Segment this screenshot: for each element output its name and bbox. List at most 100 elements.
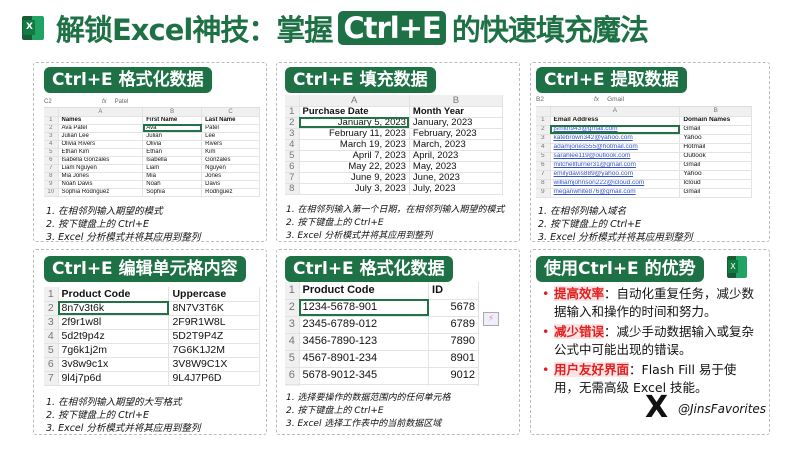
row-number[interactable]: 2	[285, 117, 300, 129]
row-number[interactable]: 2	[536, 125, 551, 135]
column-header[interactable]: B	[679, 107, 752, 117]
cell[interactable]: Yahoo	[679, 170, 752, 180]
cell[interactable]: March, 2023	[409, 139, 503, 151]
cell[interactable]: Sophia Rodriguez	[58, 188, 144, 197]
header-cell[interactable]: Month Year	[409, 106, 503, 118]
cell[interactable]: Julian	[142, 132, 203, 141]
cell[interactable]: Mia Jones	[58, 172, 144, 181]
cell[interactable]: mitchellturner31@gmail.com	[550, 161, 681, 171]
row-number[interactable]: 6	[44, 156, 59, 165]
cell[interactable]: Outlook	[679, 152, 752, 162]
cell[interactable]: Nguyen	[201, 164, 260, 173]
cell[interactable]: 8n7v3t6k	[58, 301, 170, 316]
row-number[interactable]: 8	[536, 179, 551, 189]
row-number[interactable]: 1	[44, 116, 59, 125]
row-number[interactable]: 7	[536, 170, 551, 180]
cell[interactable]: Kim	[201, 148, 260, 157]
cell[interactable]: 7890	[428, 333, 479, 351]
cell[interactable]: 3456-7890-123	[299, 333, 430, 351]
row-number[interactable]: 3	[44, 132, 59, 141]
row-number[interactable]: 6	[285, 161, 300, 173]
cell[interactable]: January, 2023	[409, 117, 503, 129]
cell[interactable]: katebrown342@yahoo.com	[550, 134, 681, 144]
row-number[interactable]: 10	[44, 188, 59, 197]
cell[interactable]: meganwhite876@gmail.com	[550, 188, 681, 198]
cell[interactable]: Noah Davis	[58, 180, 144, 189]
row-number[interactable]: 4	[285, 139, 300, 151]
row-number[interactable]: 8	[285, 183, 300, 195]
formula-bar[interactable]: Gmail	[607, 96, 625, 104]
cell[interactable]: Gonzales	[201, 156, 260, 165]
row-number[interactable]: 3	[536, 134, 551, 144]
header-cell[interactable]: Purchase Date	[299, 106, 410, 118]
cell[interactable]: 2f9r1w8l	[58, 315, 170, 330]
cell[interactable]: 123	[428, 384, 479, 386]
cell[interactable]: 2345-6789-012	[299, 316, 430, 334]
cell[interactable]: Liam Nguyen	[58, 164, 144, 173]
formula-bar[interactable]: Patel	[114, 99, 129, 105]
cell[interactable]: 9l4j7p6d	[58, 371, 170, 386]
header-cell[interactable]: First Name	[142, 116, 203, 125]
cell[interactable]: 4567-8901-234	[299, 350, 430, 368]
cell[interactable]: 8901	[428, 350, 479, 368]
row-number[interactable]: 8	[44, 172, 59, 181]
row-number[interactable]: 2	[44, 124, 59, 133]
row-number[interactable]: 7	[285, 172, 300, 184]
cell[interactable]: Gmail	[679, 161, 752, 171]
header-cell[interactable]: Names	[58, 116, 144, 125]
cell[interactable]: Hotmail	[679, 143, 752, 153]
cell[interactable]: Yahoo	[679, 134, 752, 144]
column-header[interactable]: A	[58, 108, 144, 117]
cell[interactable]: williamjohnson222@icloud.com	[550, 179, 681, 189]
cell[interactable]: Isabella Gonzales	[58, 156, 144, 165]
row-number[interactable]: 5	[44, 148, 59, 157]
header-cell[interactable]: ID	[428, 282, 479, 300]
cell[interactable]: Ava	[142, 124, 203, 133]
cell[interactable]: 6789-0123-456	[299, 384, 430, 386]
header-cell[interactable]: Domain Names	[679, 116, 752, 126]
header-cell[interactable]: Product Code	[299, 282, 430, 300]
cell[interactable]: Jones	[201, 172, 260, 181]
row-number[interactable]: 1	[285, 282, 300, 300]
cell[interactable]: May 22, 2023	[299, 161, 410, 173]
column-header[interactable]: B	[142, 108, 203, 117]
flash-fill-options-icon[interactable]: ⚡	[483, 312, 499, 326]
cell[interactable]: Isabella	[142, 156, 203, 165]
cell[interactable]: Gmail	[679, 188, 752, 198]
row-number[interactable]: 7	[285, 384, 300, 386]
row-number[interactable]: 6	[44, 357, 59, 372]
row-number[interactable]: 5	[44, 343, 59, 358]
cell[interactable]: July, 2023	[409, 183, 503, 195]
column-header[interactable]: A	[299, 95, 410, 107]
cell[interactable]: Lee	[201, 132, 260, 141]
cell[interactable]: 8N7V3T6K	[168, 301, 260, 316]
name-box[interactable]: C2	[44, 99, 52, 105]
cell[interactable]: emilydavis889@yahoo.com	[550, 170, 681, 180]
cell[interactable]: Gmail	[679, 125, 752, 135]
cell[interactable]: June 9, 2023	[299, 172, 410, 184]
cell[interactable]: April, 2023	[409, 150, 503, 162]
row-number[interactable]: 3	[285, 316, 300, 334]
cell[interactable]: Ava Patel	[58, 124, 144, 133]
header-cell[interactable]: Product Code	[58, 287, 170, 302]
column-header[interactable]: A	[550, 107, 681, 117]
cell[interactable]: Mia	[142, 172, 203, 181]
row-number[interactable]: 2	[285, 299, 300, 317]
cell[interactable]: Patel	[201, 124, 260, 133]
row-number[interactable]: 9	[536, 188, 551, 198]
cell[interactable]: Rivers	[201, 140, 260, 149]
cell[interactable]: Olivia	[142, 140, 203, 149]
row-number[interactable]: 7	[44, 164, 59, 173]
row-number[interactable]: 6	[536, 161, 551, 171]
cell[interactable]: June, 2023	[409, 172, 503, 184]
row-number[interactable]: 9	[44, 180, 59, 189]
cell[interactable]: 2F9R1W8L	[168, 315, 260, 330]
cell[interactable]: Ethan	[142, 148, 203, 157]
row-number[interactable]: 7	[44, 371, 59, 386]
row-number[interactable]: 4	[536, 143, 551, 153]
cell[interactable]: 3v8w9c1x	[58, 357, 170, 372]
row-number[interactable]: 2	[44, 301, 59, 316]
name-box[interactable]: B2	[536, 96, 544, 104]
cell[interactable]: Julian Lee	[58, 132, 144, 141]
row-number[interactable]: 5	[536, 152, 551, 162]
